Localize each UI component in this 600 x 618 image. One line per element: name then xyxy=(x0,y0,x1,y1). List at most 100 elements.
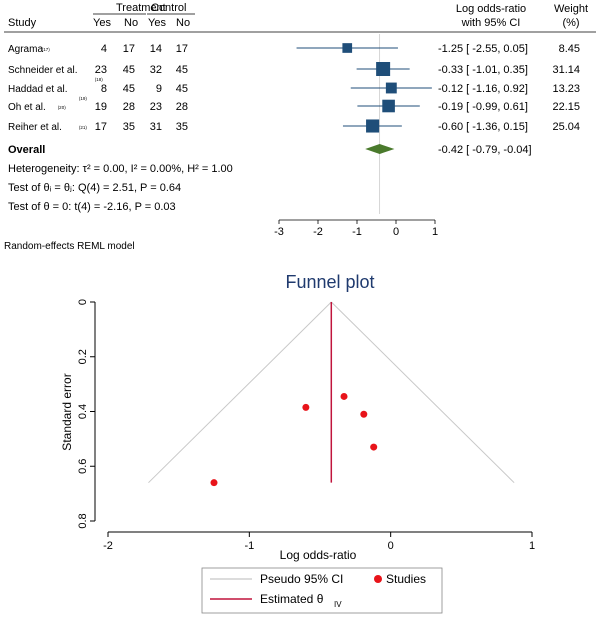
legend-estimate-subscript: IV xyxy=(334,600,342,609)
funnel-y-tick-label: 0.2 xyxy=(77,349,89,364)
overall-label: Overall xyxy=(8,144,45,156)
legend-ci-label: Pseudo 95% CI xyxy=(260,572,343,586)
treatment-no: 35 xyxy=(123,121,135,133)
control-no: 28 xyxy=(176,101,188,113)
forest-x-tick-label: 0 xyxy=(393,226,399,238)
pseudo-ci-left xyxy=(148,301,332,484)
study-name: Reiher et al. xyxy=(8,122,62,133)
study-row: Oh et al. (20) 19 28 23 28 -0.19 [ -0.99, 0.61… xyxy=(8,99,580,113)
funnel-x-tick-label: -1 xyxy=(244,540,254,552)
funnel-y-tick-label: 0 xyxy=(77,299,89,305)
forest-x-tick-label: -2 xyxy=(313,226,323,238)
study-ci-text: -0.19 [ -0.99, 0.61] xyxy=(438,101,528,113)
pseudo-ci-right xyxy=(330,301,515,484)
funnel-x-tick-label: -2 xyxy=(103,540,113,552)
funnel-legend xyxy=(201,567,443,614)
study-name: Schneider et al. xyxy=(8,65,78,76)
forest-x-tick-label: 1 xyxy=(432,226,438,238)
treatment-no: 17 xyxy=(123,43,135,55)
study-ci-text: -0.12 [ -1.16, 0.92] xyxy=(438,83,528,95)
funnel-plot: Funnel plot 0 0.2 0.4 0.6 0.8 -2 -1 0 1 Log odds… xyxy=(0,255,600,618)
header-control: Control xyxy=(151,2,186,14)
study-weight: 22.15 xyxy=(552,101,580,113)
study-point xyxy=(340,392,348,400)
treatment-yes: 17 xyxy=(95,121,107,133)
control-yes: 14 xyxy=(150,43,162,55)
study-ref: (17) xyxy=(42,47,51,52)
test-equal-text: Test of θᵢ = θⱼ: Q(4) = 2.51, P = 0.64 xyxy=(8,182,181,194)
header-effect-line2: with 95% CI xyxy=(461,17,521,29)
treatment-yes: 23 xyxy=(95,64,107,76)
treatment-no: 45 xyxy=(123,83,135,95)
study-row: Agrama(17) 4 17 14 17 -1.25 [ -2.55, 0.05] 8.4… xyxy=(8,43,580,55)
study-ref: (21) xyxy=(79,125,88,130)
study-ref: (18) xyxy=(95,77,104,82)
funnel-x-tick-label: 0 xyxy=(388,540,394,552)
funnel-xlabel: Log odds-ratio xyxy=(280,548,357,562)
study-point xyxy=(360,410,368,418)
study-ci-text: -0.60 [ -1.36, 0.15] xyxy=(438,121,528,133)
legend-studies-swatch xyxy=(374,575,382,583)
legend-studies-label: Studies xyxy=(386,572,426,586)
overall-diamond xyxy=(365,144,395,154)
study-point xyxy=(302,403,310,411)
forest-x-tick-label: -1 xyxy=(352,226,362,238)
study-weight: 25.04 xyxy=(552,121,580,133)
study-point xyxy=(370,443,378,451)
header-t-no: No xyxy=(124,17,138,29)
forest-x-tick-label: -3 xyxy=(274,226,284,238)
funnel-ylabel: Standard error xyxy=(60,373,74,450)
study-marker xyxy=(376,62,391,76)
study-marker xyxy=(382,99,395,113)
control-yes: 23 xyxy=(150,101,162,113)
treatment-no: 28 xyxy=(123,101,135,113)
test-zero-text: Test of θ = 0: t(4) = -2.16, P = 0.03 xyxy=(8,201,176,213)
header-weight-line1: Weight xyxy=(554,3,588,15)
funnel-title: Funnel plot xyxy=(285,272,374,292)
study-name: Oh et al. xyxy=(8,102,46,113)
control-no: 45 xyxy=(176,64,188,76)
legend-estimate-label: Estimated θ xyxy=(260,592,324,606)
header-c-yes: Yes xyxy=(148,17,166,29)
treatment-yes: 8 xyxy=(101,83,107,95)
header-effect-line1: Log odds-ratio xyxy=(456,3,526,15)
control-no: 45 xyxy=(176,83,188,95)
study-marker xyxy=(342,43,353,53)
header-c-no: No xyxy=(176,17,190,29)
study-row: Schneider et al. (18)23 45 32 45 -0.33 [ -1.0… xyxy=(8,62,580,82)
study-weight: 31.14 xyxy=(552,64,580,76)
control-no: 35 xyxy=(176,121,188,133)
study-name: Haddad et al. xyxy=(8,84,68,95)
header-weight-line2: (%) xyxy=(562,17,579,29)
treatment-yes: 19 xyxy=(95,101,107,113)
study-ref: (19) xyxy=(79,96,88,101)
study-ci-text: -1.25 [ -2.55, 0.05] xyxy=(438,43,528,55)
treatment-yes: 4 xyxy=(101,43,107,55)
study-weight: 13.23 xyxy=(552,83,580,95)
funnel-plot-area xyxy=(108,302,532,521)
study-row: Reiher et al. (21) 17 35 31 35 -0.60 [ -1.36, … xyxy=(8,119,580,133)
funnel-y-tick-label: 0.6 xyxy=(77,459,89,474)
overall-ci-text: -0.42 [ -0.79, -0.04] xyxy=(438,144,532,156)
study-marker xyxy=(366,119,380,133)
study-marker xyxy=(385,82,397,94)
header-study: Study xyxy=(8,17,37,29)
study-ci-text: -0.33 [ -1.01, 0.35] xyxy=(438,64,528,76)
heterogeneity-text: Heterogeneity: τ² = 0.00, I² = 0.00%, H²… xyxy=(8,163,233,175)
control-yes: 9 xyxy=(156,83,162,95)
study-ref: (20) xyxy=(58,105,67,110)
header-t-yes: Yes xyxy=(93,17,111,29)
model-note: Random-effects REML model xyxy=(4,241,135,252)
study-row: Haddad et al. (19) 8 45 9 45 -0.12 [ -1.16, 0.… xyxy=(8,82,580,101)
study-name: Agrama xyxy=(8,44,43,55)
treatment-no: 45 xyxy=(123,64,135,76)
study-weight: 8.45 xyxy=(559,43,580,55)
header-treatment: Treatment xyxy=(116,2,166,14)
funnel-y-tick-label: 0.8 xyxy=(77,513,89,528)
funnel-y-tick-label: 0.4 xyxy=(77,404,89,419)
control-yes: 31 xyxy=(150,121,162,133)
forest-plot: Treatment Control Study Yes No Yes No Lo… xyxy=(4,2,596,238)
study-point xyxy=(210,479,218,487)
funnel-x-tick-label: 1 xyxy=(529,540,535,552)
control-no: 17 xyxy=(176,43,188,55)
